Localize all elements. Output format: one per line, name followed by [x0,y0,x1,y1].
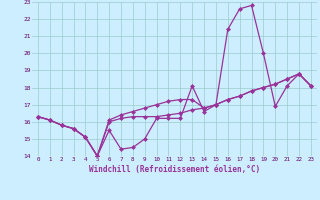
X-axis label: Windchill (Refroidissement éolien,°C): Windchill (Refroidissement éolien,°C) [89,165,260,174]
